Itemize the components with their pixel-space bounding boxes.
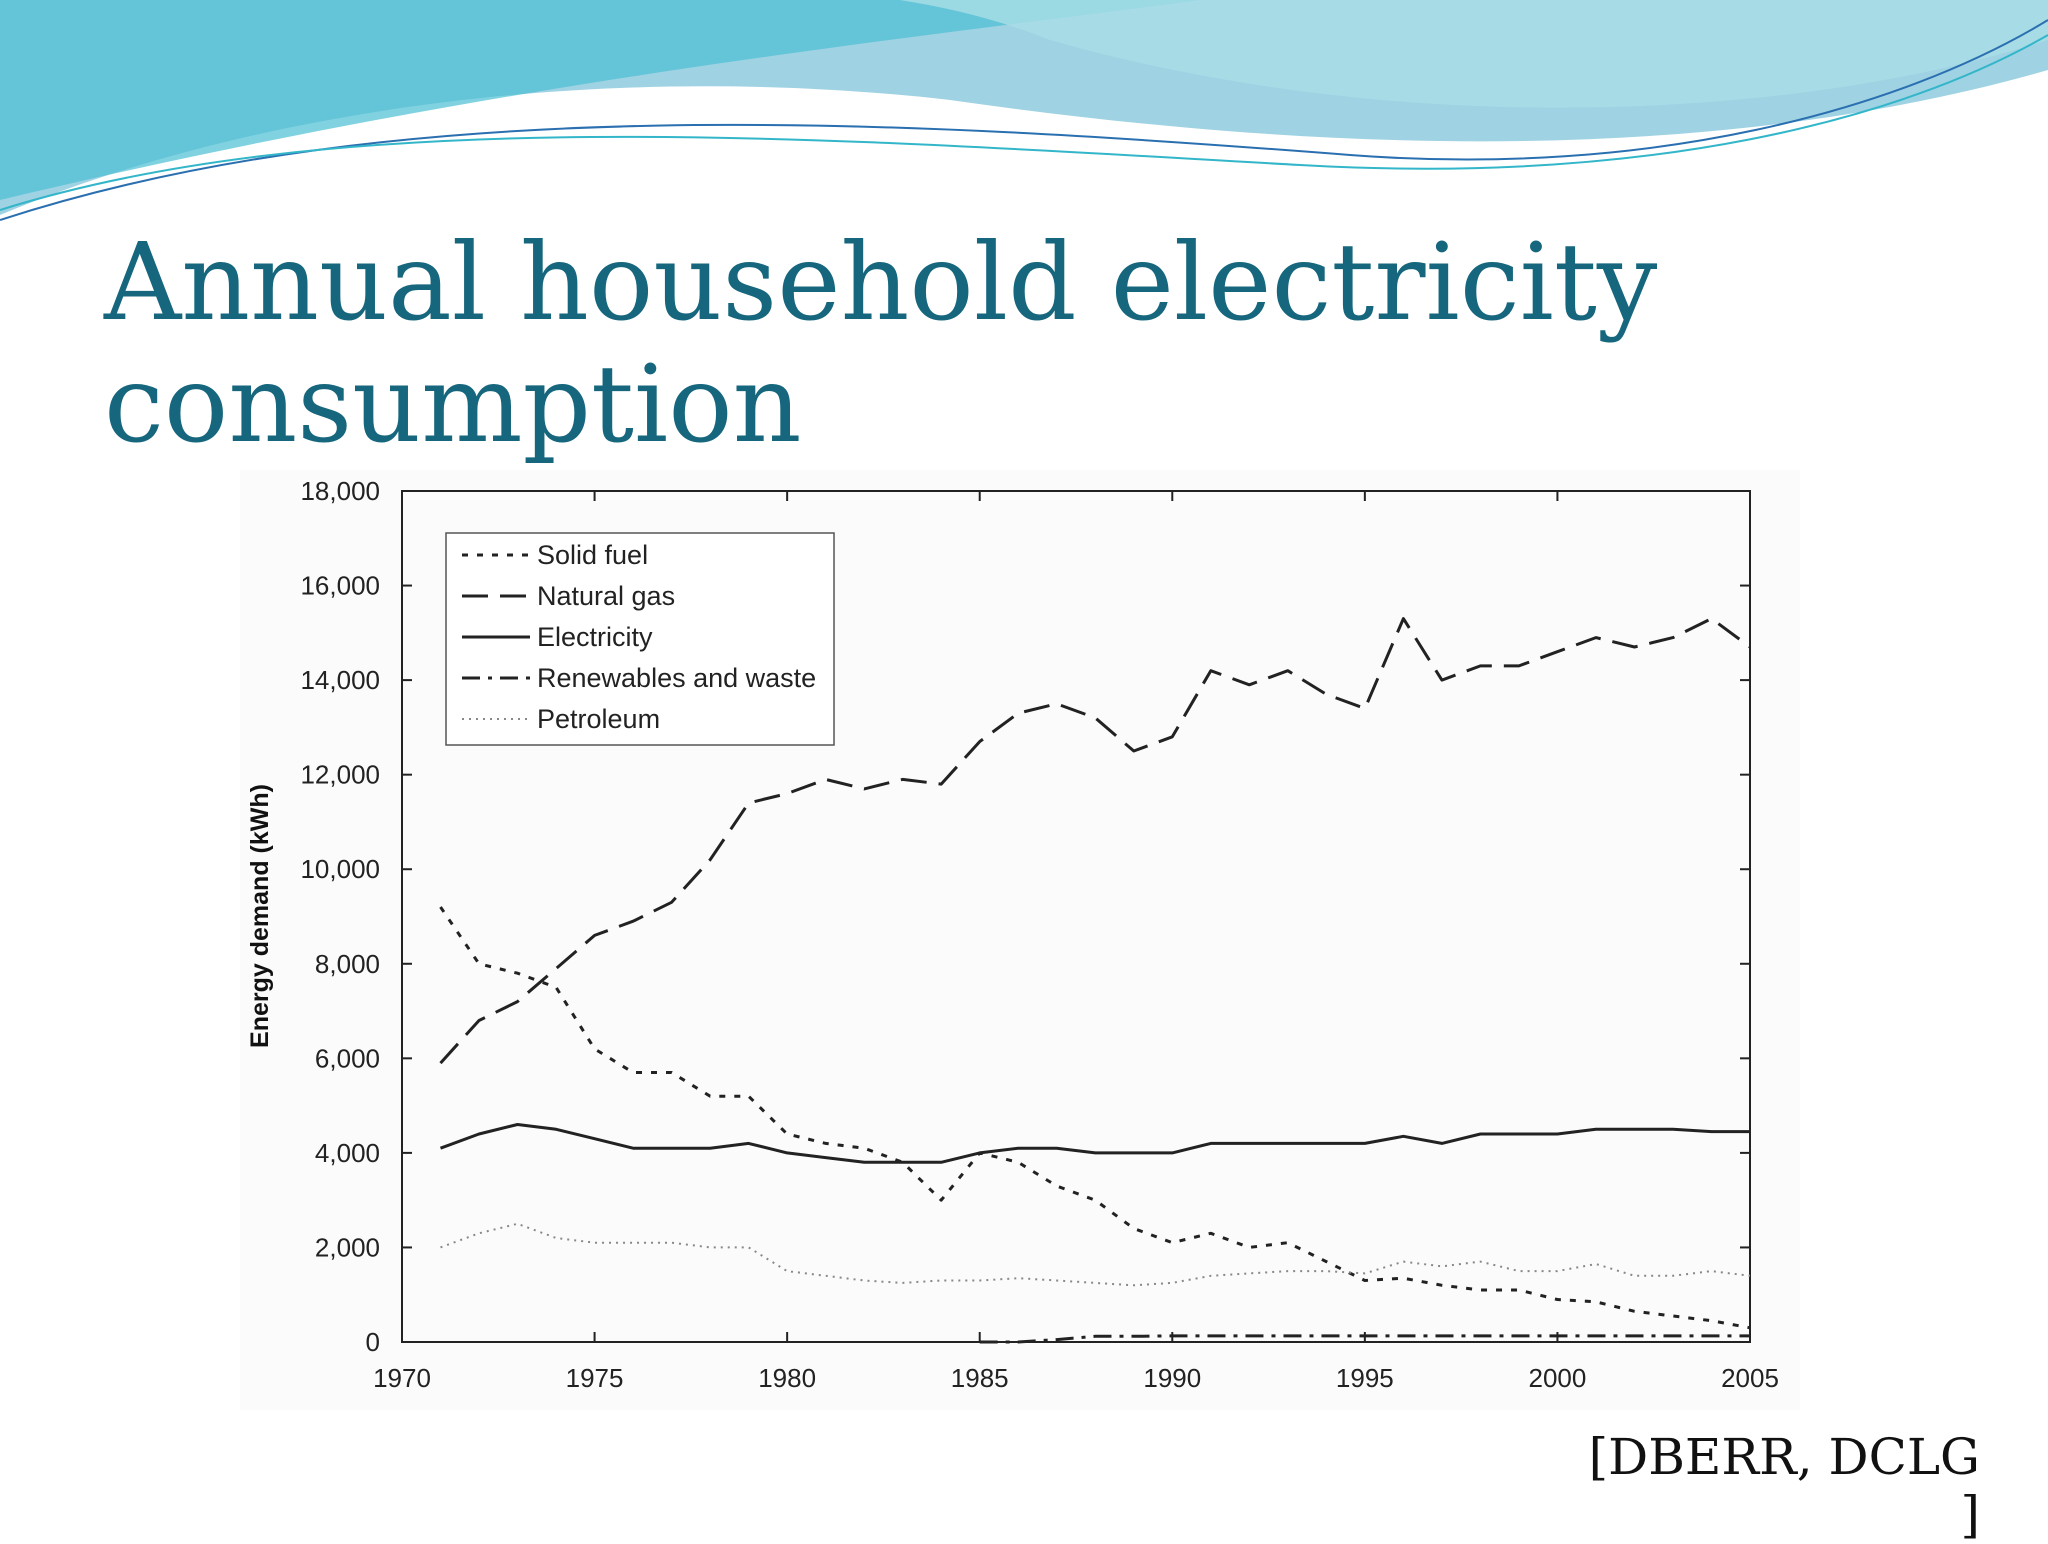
chart-background — [240, 470, 1800, 1410]
wave-banner — [0, 0, 2048, 221]
slide-title-line-2: consumption — [104, 343, 802, 467]
legend: Solid fuel Natural gas Electricity Renewabl… — [445, 532, 835, 746]
series-line-electricity — [439, 1123, 1750, 1164]
source-citation: [DBERR, DCLG ] — [1588, 1428, 1980, 1544]
series-line-petroleum — [440, 1222, 1751, 1287]
legend-label: Natural gas — [537, 581, 675, 611]
x-tick-label: 1995 — [1336, 1363, 1394, 1393]
x-tick-label: 1990 — [1143, 1363, 1201, 1393]
x-tick-label: 1970 — [373, 1363, 431, 1393]
y-tick-label: 16,000 — [300, 571, 380, 601]
y-tick-label: 10,000 — [300, 854, 380, 884]
x-tick-label: 1985 — [951, 1363, 1009, 1393]
y-tick-label: 4,000 — [315, 1138, 380, 1168]
legend-label: Renewables and waste — [537, 663, 816, 693]
y-tick-label: 18,000 — [300, 476, 380, 506]
x-tick-label: 2000 — [1529, 1363, 1587, 1393]
plot-frame — [401, 490, 1751, 1343]
legend-label: Solid fuel — [537, 540, 648, 570]
x-tick-label: 2005 — [1721, 1363, 1779, 1393]
y-tick-label: 2,000 — [315, 1232, 380, 1262]
y-tick-label: 0 — [366, 1327, 380, 1357]
y-tick-label: 12,000 — [300, 760, 380, 790]
y-axis-title: Energy demand (kWh) — [246, 784, 274, 1048]
legend-box — [445, 532, 835, 746]
slide-title-line-1: Annual household electricity — [104, 221, 1658, 345]
series-line-renewables-and-waste — [979, 1334, 1750, 1344]
legend-label: Petroleum — [537, 704, 660, 734]
x-tick-label: 1980 — [758, 1363, 816, 1393]
slide-title: Annual household electricity consumption — [104, 222, 1904, 466]
series-line-natural-gas — [439, 617, 1751, 1065]
legend-label: Electricity — [537, 622, 653, 652]
y-tick-label: 6,000 — [315, 1043, 380, 1073]
series-line-solid-fuel — [439, 906, 1751, 1330]
x-tick-label: 1975 — [566, 1363, 624, 1393]
y-tick-label: 14,000 — [300, 665, 380, 695]
y-tick-label: 8,000 — [315, 949, 380, 979]
